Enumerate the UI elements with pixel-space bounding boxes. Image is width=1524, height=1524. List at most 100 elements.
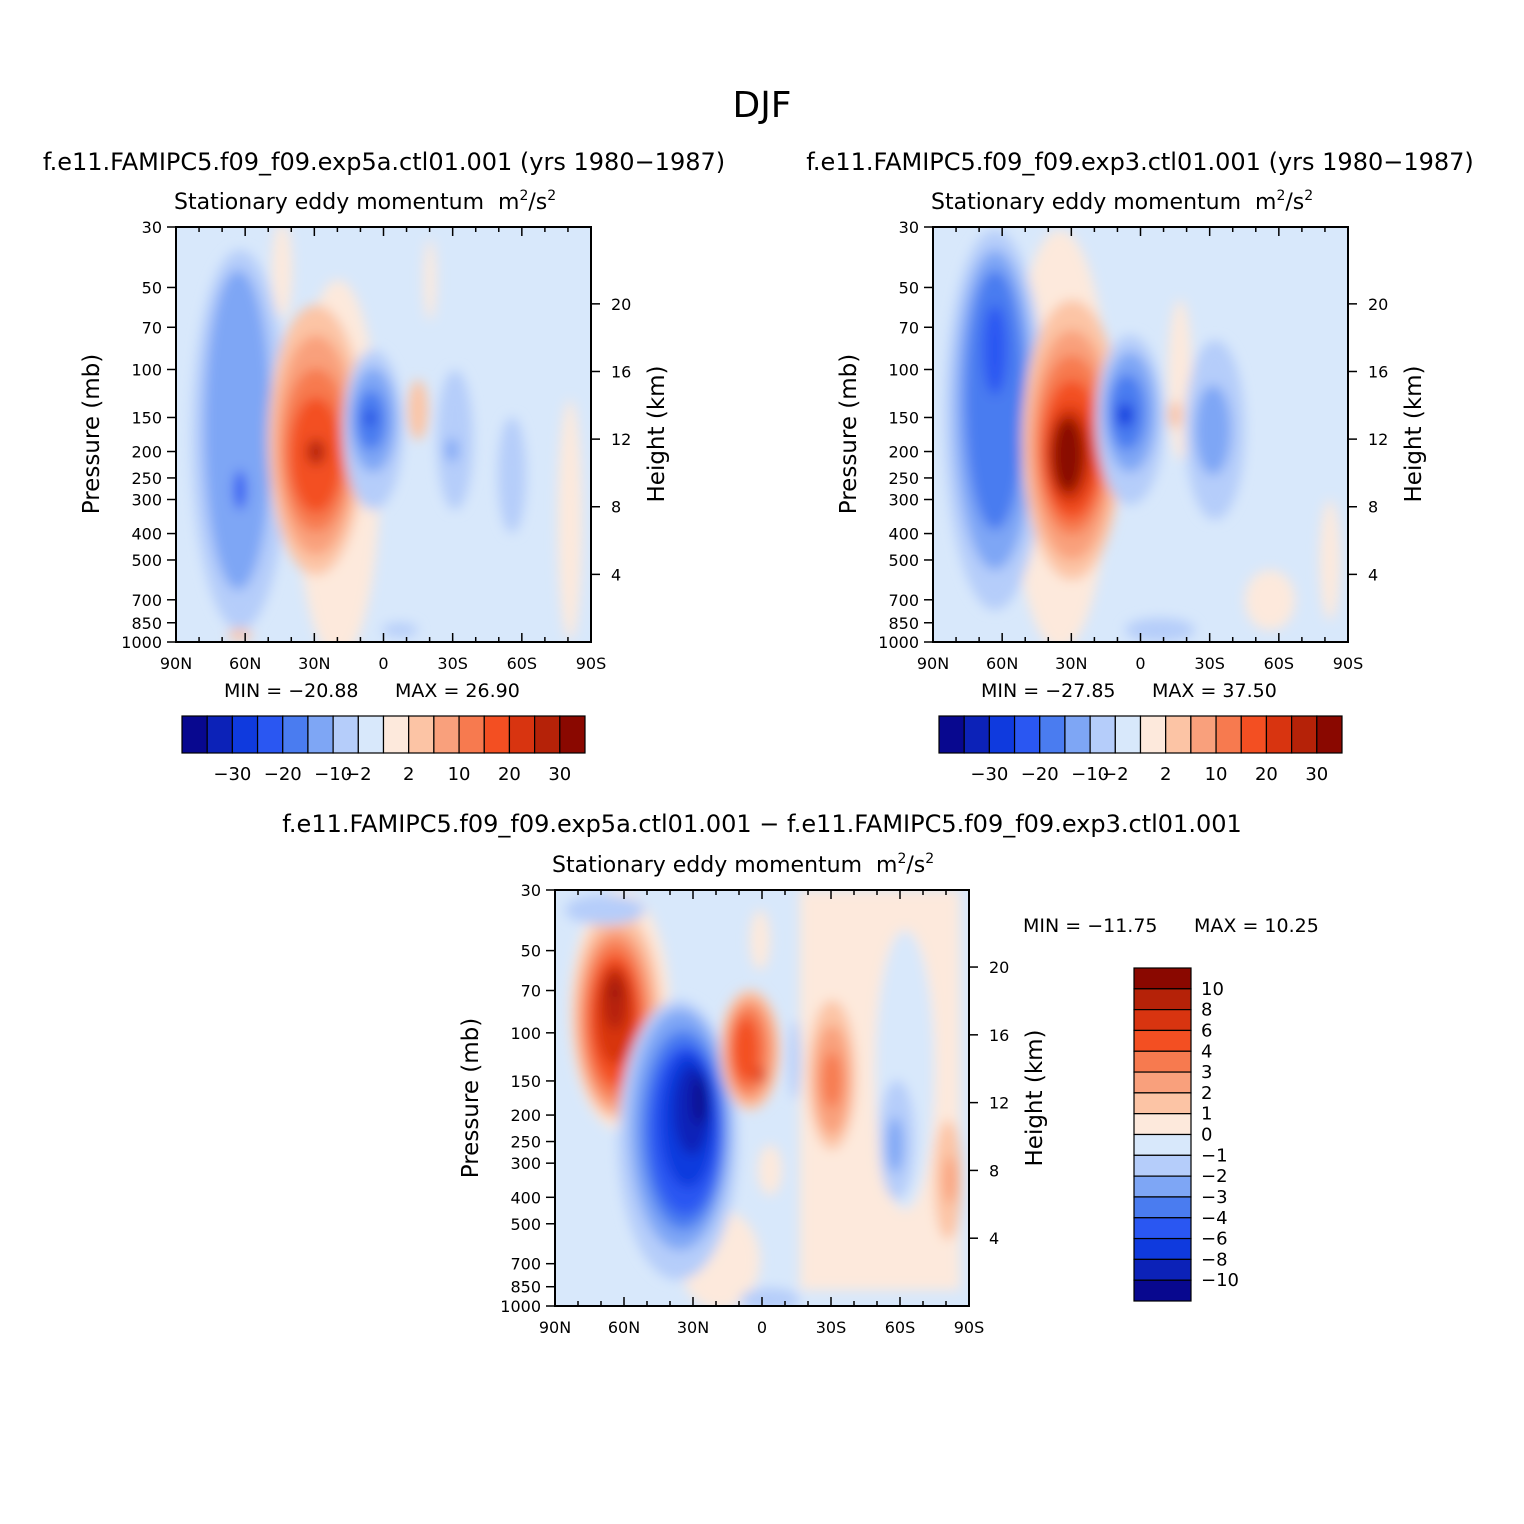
panel-3-min: MIN = −11.75: [1023, 915, 1158, 937]
colorbar-swatch: [1240, 715, 1268, 754]
colorbar-swatch: [433, 715, 460, 754]
panel-1: f.e11.FAMIPC5.f09_f09.exp5a.ctl01.001 (y…: [43, 148, 725, 785]
x-tick-label: 60S: [885, 1318, 916, 1337]
y-right-tick-label: 8: [611, 498, 621, 517]
y-right-tick-label: 8: [989, 1161, 999, 1180]
y-right-tick-label: 20: [989, 958, 1009, 977]
x-tick-label: 30N: [677, 1318, 709, 1337]
panel-2-title: f.e11.FAMIPC5.f09_f09.exp3.ctl01.001 (yr…: [806, 148, 1474, 176]
x-tick-label: 90S: [576, 654, 607, 673]
y-tick-label: 50: [142, 278, 162, 297]
panel-2-ylabel: Pressure (mb): [836, 354, 862, 514]
colorbar-label: −20: [264, 764, 302, 785]
y-tick-label: 300: [888, 491, 919, 510]
y-right-tick-label: 16: [1368, 362, 1388, 381]
colorbar-swatch: [1133, 1279, 1192, 1302]
colorbar-swatch: [231, 715, 259, 754]
y-tick-label: 1000: [500, 1297, 541, 1316]
colorbar-label: −30: [213, 764, 251, 785]
x-tick-label: 0: [757, 1318, 767, 1337]
x-tick-label: 30N: [1055, 654, 1087, 673]
colorbar-swatch: [1013, 715, 1041, 754]
colorbar-swatch: [1133, 1258, 1192, 1281]
x-tick-label: 60N: [229, 654, 261, 673]
colorbar-label: −3: [1201, 1187, 1228, 1208]
colorbar-swatch: [332, 715, 359, 754]
y-tick-label: 150: [510, 1072, 541, 1091]
x-tick-label: 30S: [1194, 654, 1225, 673]
panel-3: f.e11.FAMIPC5.f09_f09.exp5a.ctl01.001 − …: [282, 810, 1319, 1337]
colorbar-swatch: [1133, 1050, 1192, 1073]
y-right-tick-label: 4: [611, 565, 621, 584]
x-tick-label: 90N: [160, 654, 192, 673]
y-tick-label: 150: [888, 408, 919, 427]
y-tick-label: 70: [899, 318, 919, 337]
colorbar-label: 2: [1201, 1083, 1212, 1104]
colorbar-label: −10: [1071, 764, 1109, 785]
y-tick-label: 70: [142, 318, 162, 337]
colorbar-label: 4: [1201, 1041, 1212, 1062]
panel-2: f.e11.FAMIPC5.f09_f09.exp3.ctl01.001 (yr…: [806, 148, 1474, 785]
colorbar-swatch: [508, 715, 536, 754]
colorbar-label: 30: [548, 764, 571, 785]
y-tick-label: 700: [888, 591, 919, 610]
panel-1-subtitle: Stationary eddy momentum m2/s2: [174, 188, 556, 215]
colorbar-label: −6: [1201, 1229, 1228, 1250]
y-tick-label: 30: [142, 218, 162, 237]
y-tick-label: 200: [888, 443, 919, 462]
panel-3-field: [555, 890, 969, 1306]
colorbar-swatch: [988, 715, 1016, 754]
colorbar-swatch: [1064, 715, 1091, 754]
y-tick-label: 500: [131, 551, 162, 570]
colorbar-swatch: [357, 715, 385, 754]
colorbar-swatch: [1133, 1113, 1192, 1136]
colorbar-swatch: [1133, 1175, 1192, 1198]
panel-3-subtitle: Stationary eddy momentum m2/s2: [552, 851, 934, 878]
colorbar-swatch: [1133, 1217, 1192, 1240]
panel-2-axes: 90N 60N 30N 0 30S 60S 90S 30 50 70 100 150 200 250 300…: [878, 218, 1388, 673]
colorbar-swatch: [181, 715, 208, 754]
x-tick-label: 0: [1135, 654, 1145, 673]
panel-3-axes: 90N 60N 30N 0 30S 60S 90S 30 50 70 100 150 200 250 300…: [500, 881, 1009, 1337]
colorbar-label: 1: [1201, 1104, 1212, 1125]
y-tick-label: 70: [521, 982, 541, 1001]
colorbar-label: 10: [1201, 979, 1224, 1000]
y-tick-label: 200: [131, 443, 162, 462]
colorbar-label: −8: [1201, 1249, 1228, 1270]
x-tick-label: 90N: [917, 654, 949, 673]
panel-1-title: f.e11.FAMIPC5.f09_f09.exp5a.ctl01.001 (y…: [43, 148, 725, 176]
y-tick-label: 850: [510, 1278, 541, 1297]
colorbar-swatch: [1265, 715, 1293, 754]
y-tick-label: 400: [888, 525, 919, 544]
colorbar-label: 3: [1201, 1062, 1212, 1083]
colorbar-swatch: [282, 715, 309, 754]
y-right-tick-label: 12: [1368, 430, 1388, 449]
colorbar-swatch: [307, 715, 334, 754]
colorbar-swatch: [534, 715, 561, 754]
x-tick-label: 60S: [507, 654, 538, 673]
colorbar-label: 2: [403, 764, 414, 785]
colorbar-swatch: [1133, 1009, 1192, 1032]
y-right-tick-label: 4: [1368, 565, 1378, 584]
colorbar-label: 20: [1255, 764, 1278, 785]
y-right-tick-label: 12: [611, 430, 631, 449]
y-tick-label: 850: [888, 614, 919, 633]
colorbar-label: 8: [1201, 1000, 1212, 1021]
colorbar-label: 10: [1205, 764, 1228, 785]
colorbar-swatch: [382, 715, 410, 754]
colorbar-swatch: [408, 715, 435, 754]
colorbar-swatch: [1133, 1237, 1192, 1260]
colorbar-label: −30: [970, 764, 1008, 785]
colorbar-swatch: [1089, 715, 1116, 754]
colorbar-swatch: [1316, 715, 1343, 754]
colorbar-label: −2: [1201, 1166, 1228, 1187]
colorbar-label: −2: [345, 764, 372, 785]
colorbar-label: −10: [314, 764, 352, 785]
y-tick-label: 1000: [121, 633, 162, 652]
colorbar-swatch: [458, 715, 485, 754]
x-tick-label: 0: [378, 654, 388, 673]
panel-1-field: [176, 227, 591, 642]
y-tick-label: 30: [521, 881, 541, 900]
y-tick-label: 300: [131, 491, 162, 510]
